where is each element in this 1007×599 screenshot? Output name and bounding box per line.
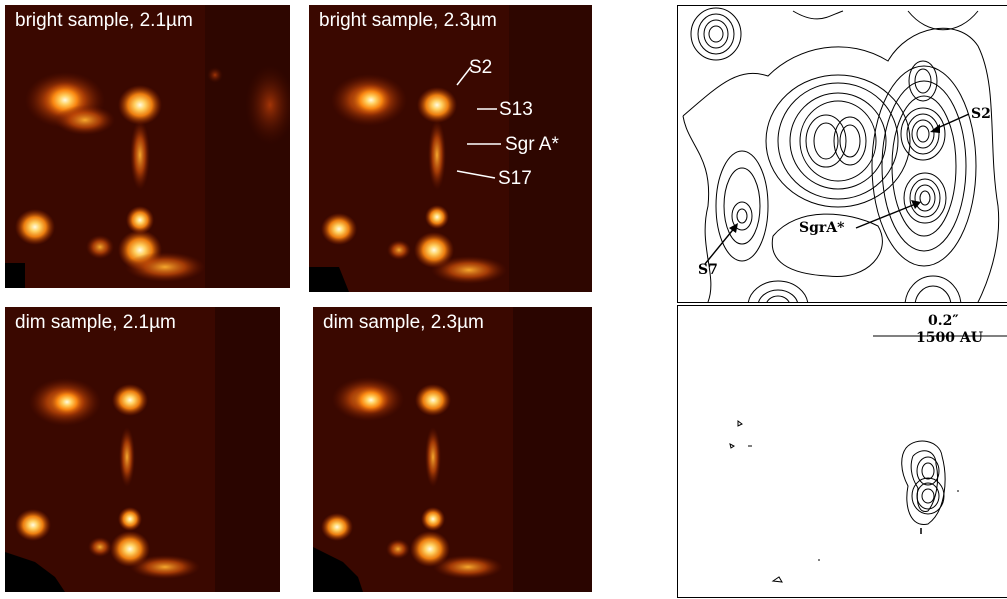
panel-title: bright sample, 2.1µm	[15, 10, 193, 32]
emission-map	[5, 307, 290, 592]
scale-bar-au: 1500 AU	[916, 330, 983, 346]
image-panel-bright-21: bright sample, 2.1µm	[5, 5, 290, 288]
image-panel-dim-23: dim sample, 2.3µm	[313, 307, 592, 592]
label-s2-contour: S2	[971, 106, 991, 122]
contour-plot	[678, 6, 1007, 302]
image-panel-dim-21: dim sample, 2.1µm	[5, 307, 290, 592]
scale-bar-angle: 0.2″	[928, 313, 959, 329]
image-panel-bright-23: bright sample, 2.3µm S2 S13 Sgr A* S17	[309, 5, 592, 292]
label-s2: S2	[469, 57, 492, 79]
contour-map-top: S2 SgrA* S7	[677, 5, 1007, 303]
panel-title: bright sample, 2.3µm	[319, 10, 497, 32]
label-sgr-a: Sgr A*	[505, 134, 559, 156]
label-s13: S13	[499, 99, 533, 121]
panel-title: dim sample, 2.3µm	[323, 312, 484, 334]
emission-map	[5, 5, 290, 288]
emission-map	[313, 307, 592, 592]
contour-plot	[678, 306, 1007, 597]
contour-map-bottom: 0.2″ 1500 AU	[677, 305, 1007, 598]
label-s17: S17	[498, 168, 532, 190]
label-s7-contour: S7	[698, 262, 718, 278]
panel-title: dim sample, 2.1µm	[15, 312, 176, 334]
label-sgra-contour: SgrA*	[799, 220, 844, 236]
